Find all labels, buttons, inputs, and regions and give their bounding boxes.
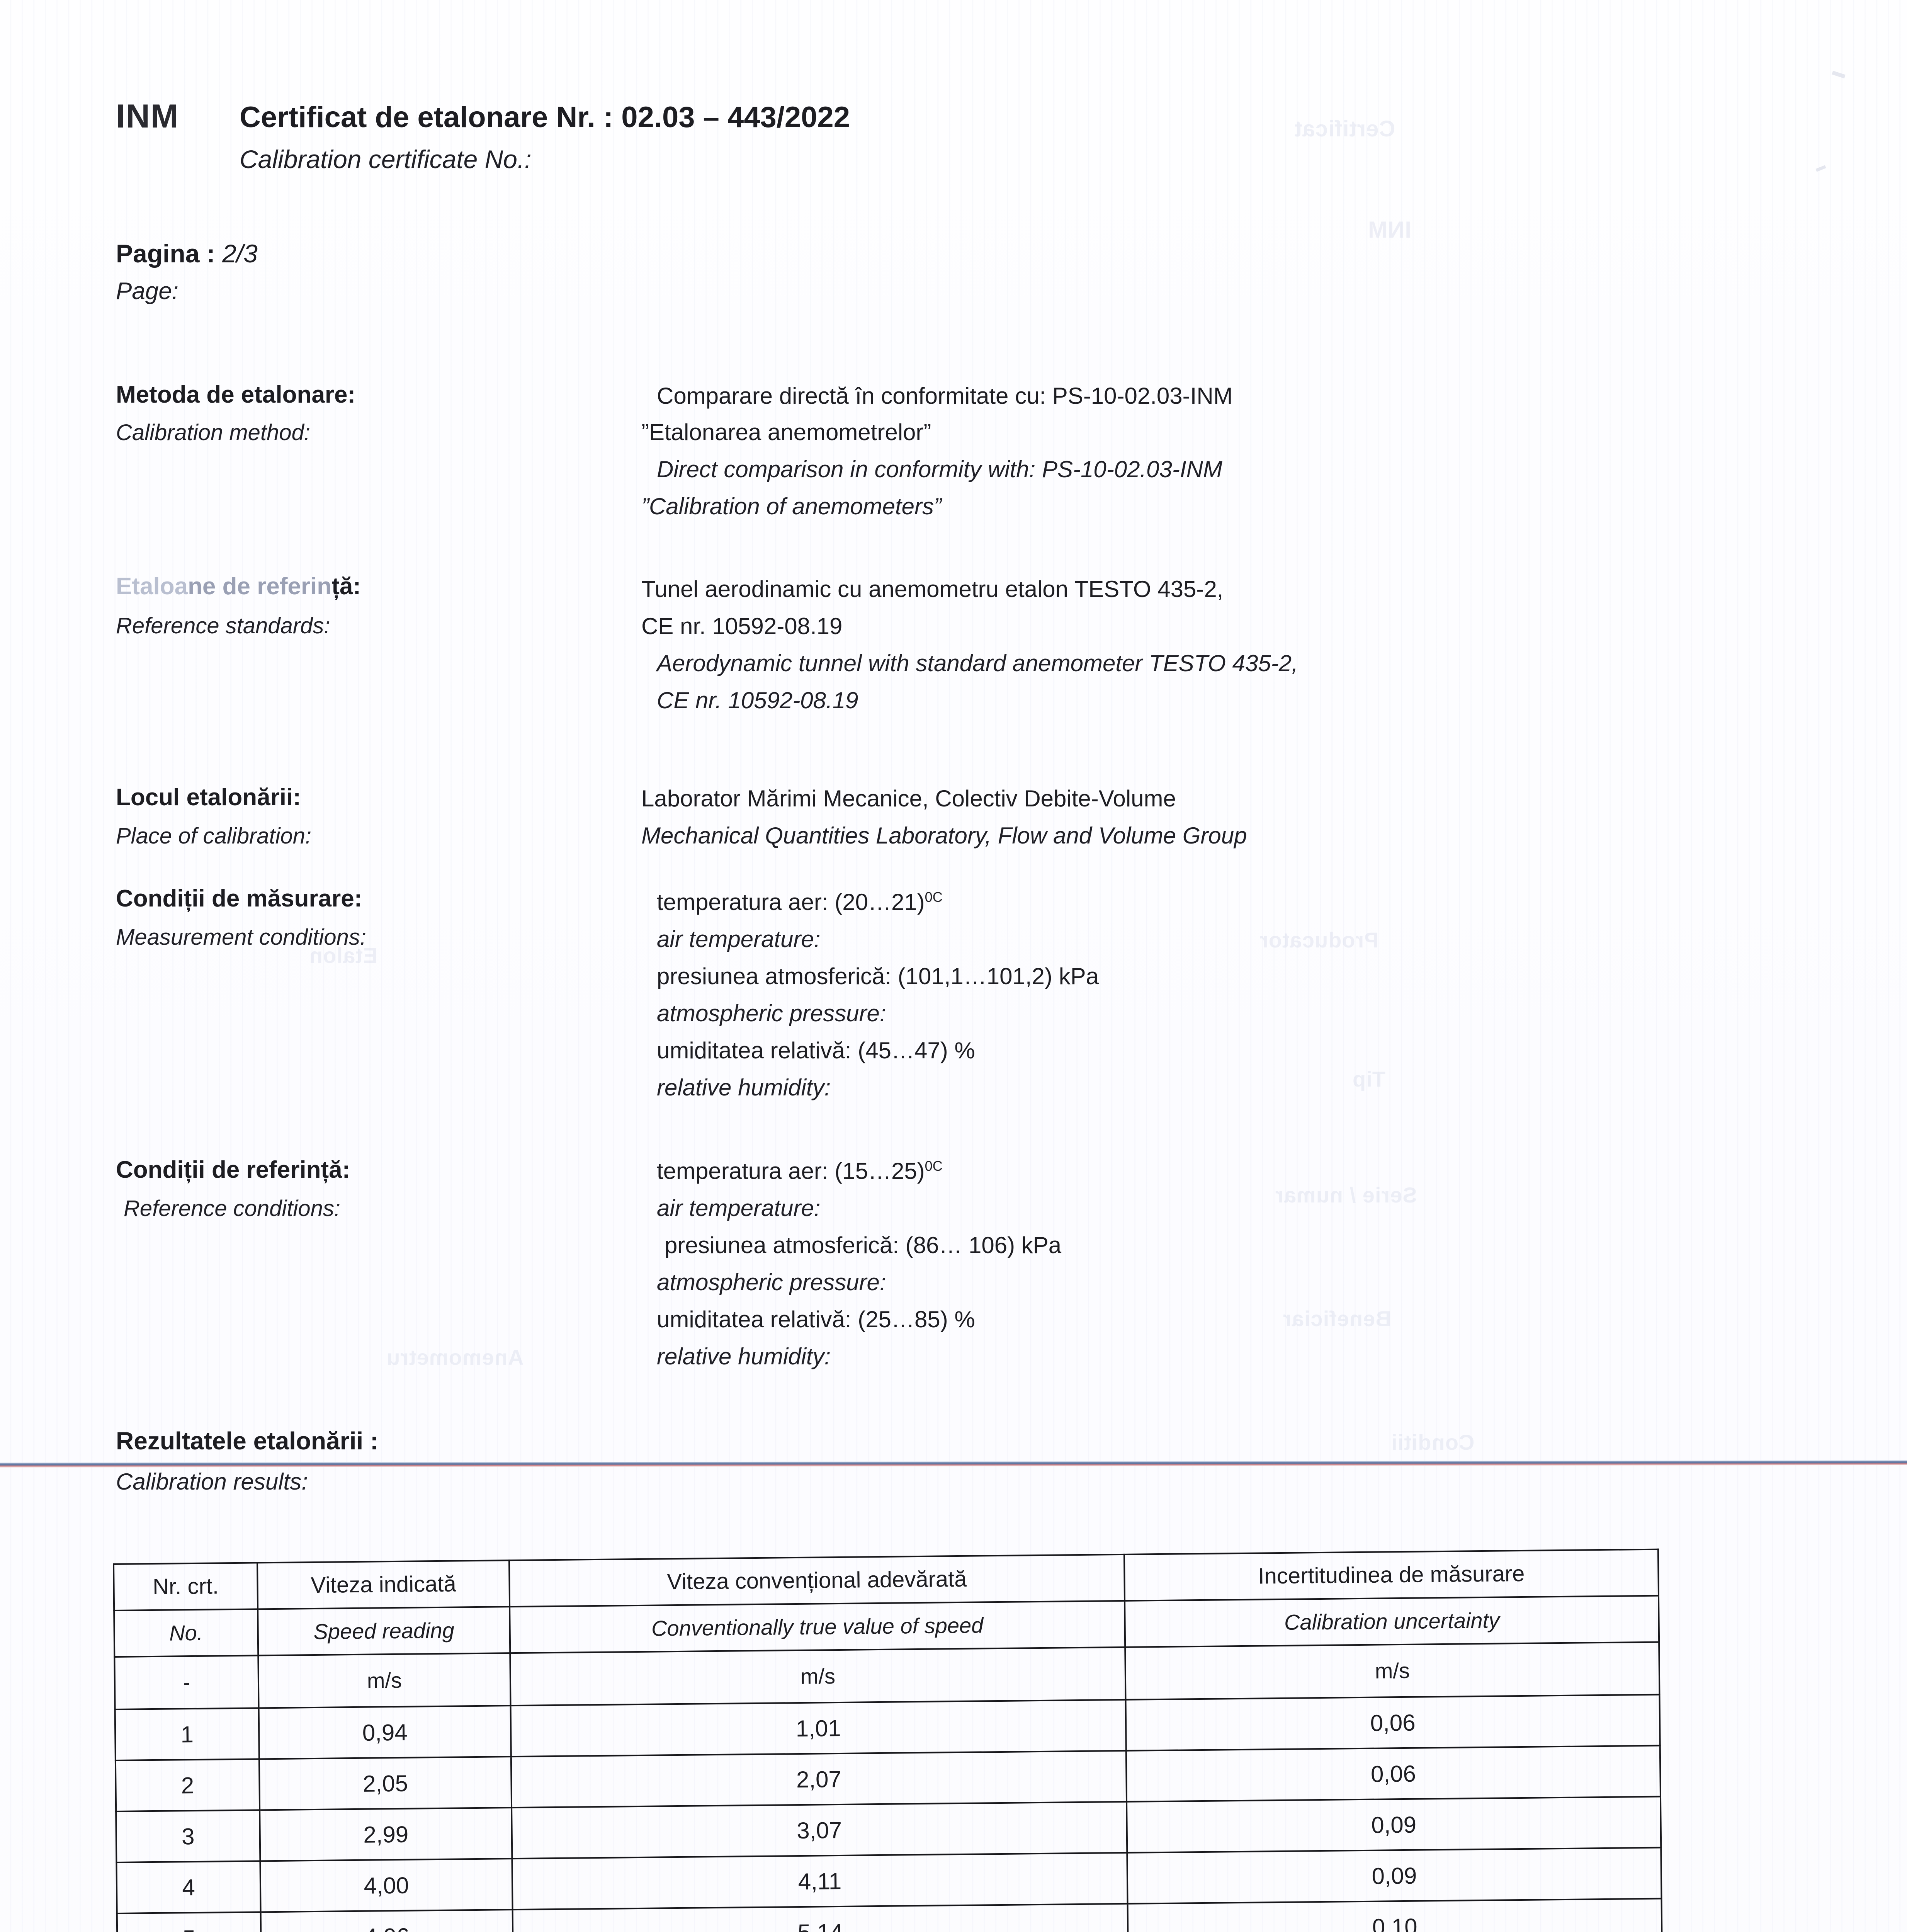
results-table: Nr. crt. Viteza indicată Viteza convenți… [113,1549,1662,1932]
cell-speed-reading: 4,00 [364,1872,409,1899]
place-value-ro: Laborator Mărimi Mecanice, Colectiv Debi… [641,786,1176,811]
bleed-through-ghost: Conditii [1391,1430,1475,1454]
inm-logo: INM [116,98,179,135]
method-value-en-line2: ”Calibration of anemometers” [641,493,942,519]
cell-uncertainty: 0,06 [1370,1760,1416,1787]
bleed-through-ghost: INM [1368,217,1411,243]
cell-no: 2 [181,1772,194,1798]
cell-true-value: 2,07 [796,1766,842,1793]
measurement-pressure-en: atmospheric pressure: [657,1000,886,1026]
cell-uncertainty: 0,06 [1370,1709,1416,1736]
certificate-title-en: Calibration certificate No.: [240,145,532,173]
standards-label-ro-mid: ne de referin [188,573,332,600]
cell-uncertainty: 0,09 [1372,1862,1417,1889]
method-value-en-line1: Direct comparison in conformity with: PS… [657,456,1222,482]
cell-true-value: 5,14 [798,1919,843,1932]
cell-no: 3 [181,1823,195,1849]
header-ro-0: Nr. crt. [152,1573,219,1599]
unit-2: m/s [800,1663,836,1689]
reference-pressure-ro: presiunea atmosferică: (86… 106) kPa [665,1232,1062,1258]
unit-0: - [183,1670,190,1694]
standards-value-ro-line2: CE nr. 10592-08.19 [641,613,843,639]
header-ro-1: Viteza indicată [311,1571,456,1598]
measurement-temperature-en: air temperature: [657,926,821,952]
standards-label-en: Reference standards: [116,613,330,638]
cell-true-value: 1,01 [795,1715,841,1742]
cell-speed-reading: 2,05 [362,1770,408,1797]
cell-no: 5 [182,1925,195,1932]
bleed-through-ghost: Anemometru [386,1345,524,1369]
scan-speck [1815,165,1826,172]
reference-temperature-en: air temperature: [657,1195,821,1221]
cell-speed-reading: 0,94 [362,1719,408,1746]
measurement-humidity-en: relative humidity: [657,1075,831,1100]
standards-label-ro-tail: ță: [331,573,361,600]
measurement-humidity-ro: umiditatea relativă: (45…47) % [657,1037,975,1063]
unit-3: m/s [1375,1658,1410,1683]
measurement-conditions-label-ro: Condiții de măsurare: [116,885,362,912]
header-en-3: Calibration uncertainty [1284,1608,1500,1634]
cell-uncertainty: 0,09 [1371,1811,1417,1838]
reference-conditions-label-ro: Condiții de referință: [116,1156,350,1183]
header-en-1: Speed reading [313,1618,455,1644]
standards-value-en-line2: CE nr. 10592-08.19 [657,687,858,713]
page-label-en: Page: [116,278,179,304]
standards-label-ro-faded: Etaloa [116,573,188,600]
unit-1: m/s [367,1668,402,1693]
bleed-through-ghost: Serie / numar [1275,1183,1417,1207]
method-label-ro: Metoda de etalonare: [116,381,356,408]
scanner-artifact-line [0,1460,1907,1468]
reference-pressure-en: atmospheric pressure: [657,1269,886,1295]
reference-temperature-unit: 0C [925,1158,943,1174]
header-ro-3: Incertitudinea de măsurare [1258,1561,1525,1589]
page-label-ro: Pagina : [116,239,215,268]
cell-no: 4 [182,1874,195,1900]
measurement-temperature-unit: 0C [925,889,943,905]
reference-humidity-ro: umiditatea relativă: (25…85) % [657,1306,975,1332]
measurement-pressure-ro: presiunea atmosferică: (101,1…101,2) kPa [657,963,1099,989]
reference-temperature-ro: temperatura aer: (15…25)0C [657,1158,943,1184]
place-label-en: Place of calibration: [116,823,312,849]
measurement-temperature-ro: temperatura aer: (20…21)0C [657,889,943,915]
bleed-through-ghost: Certificat [1294,116,1395,141]
standards-value-en-line1: Aerodynamic tunnel with standard anemome… [657,650,1298,676]
bleed-through-ghost: Producator [1259,928,1379,952]
header-en-2: Conventionally true value of speed [651,1612,984,1641]
standards-label-ro: Etaloane de referință: [116,573,361,600]
method-value-ro-line2: ”Etalonarea anemometrelor” [641,419,931,445]
cell-speed-reading: 4,96 [364,1923,410,1932]
measurement-temperature-ro-text: temperatura aer: (20…21) [657,889,925,915]
cell-true-value: 4,11 [798,1868,842,1895]
reference-conditions-label-en: Reference conditions: [124,1196,340,1221]
bleed-through-ghost: Beneficiar [1283,1306,1391,1331]
scan-speck [1832,70,1846,79]
cell-true-value: 3,07 [797,1817,842,1844]
bleed-through-ghost: Tip [1352,1067,1385,1091]
results-heading-en: Calibration results: [116,1469,308,1495]
method-label-en: Calibration method: [116,420,310,445]
results-heading-ro: Rezultatele etalonării : [116,1427,379,1455]
cell-no: 1 [180,1721,194,1747]
header-ro-2: Viteza convențional adevărată [667,1566,967,1594]
cell-speed-reading: 2,99 [363,1821,409,1848]
header-en-0: No. [169,1620,203,1645]
place-value-en: Mechanical Quantities Laboratory, Flow a… [641,823,1247,849]
standards-value-ro-line1: Tunel aerodinamic cu anemometru etalon T… [641,576,1224,602]
certificate-title-ro: Certificat de etalonare Nr. : 02.03 – 44… [240,101,850,134]
method-value-ro-line1: Comparare directă în conformitate cu: PS… [657,383,1233,409]
reference-humidity-en: relative humidity: [657,1344,831,1369]
page-indicator: Pagina : 2/3 [116,239,258,268]
reference-temperature-ro-text: temperatura aer: (15…25) [657,1158,925,1184]
measurement-conditions-label-en: Measurement conditions: [116,925,366,950]
cell-uncertainty: 0,10 [1372,1913,1418,1932]
page-number: 2/3 [222,239,258,268]
place-label-ro: Locul etalonării: [116,784,301,811]
